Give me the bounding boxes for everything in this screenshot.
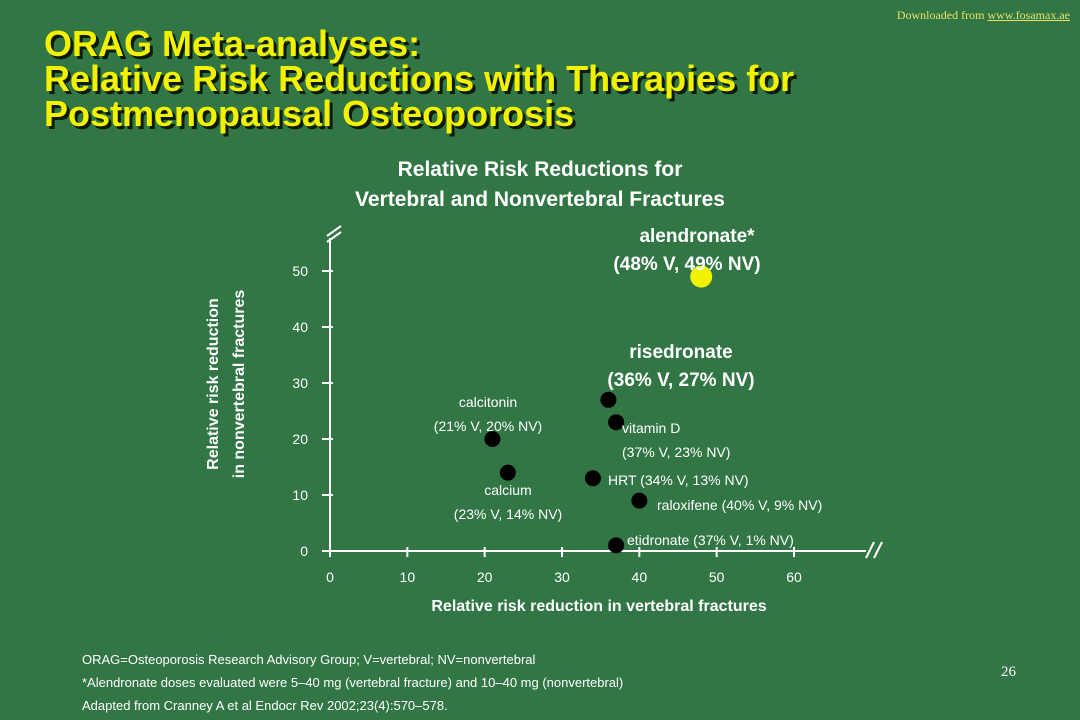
x-axis-break-mark	[865, 541, 875, 559]
x-tick-label: 50	[709, 569, 725, 585]
chart-title-line-2: Vertebral and Nonvertebral Fractures	[355, 188, 725, 211]
slide-title-line-2: Relative Risk Reductions with Therapies …	[44, 58, 795, 99]
x-tick-label: 60	[786, 569, 802, 585]
y-tick-label: 10	[292, 487, 308, 503]
page-number: 26	[1001, 664, 1016, 680]
point-hrt	[584, 470, 601, 487]
y-tick-label: 20	[292, 431, 308, 447]
point-alendronate	[690, 265, 713, 288]
footnote-doses: *Alendronate doses evaluated were 5–40 m…	[82, 675, 624, 690]
point-label-calcium: (23% V, 14% NV)	[454, 506, 562, 522]
y-tick-label: 30	[292, 375, 308, 391]
x-tick-label: 30	[554, 569, 570, 585]
y-tick-label: 40	[292, 319, 308, 335]
point-vitamin-d	[608, 414, 625, 431]
chart-point-labels: alendronate* (48% V, 49% NV) risedronate (3…	[434, 226, 822, 548]
x-tick-label: 0	[326, 569, 334, 585]
x-tick-label: 10	[400, 569, 416, 585]
chart-points	[484, 265, 713, 554]
y-tick-label: 0	[300, 543, 308, 559]
x-tick-label: 40	[632, 569, 648, 585]
point-calcitonin	[484, 431, 501, 447]
y-axis-break-mark	[326, 231, 342, 243]
y-tick-label: 50	[292, 263, 308, 279]
slide-title: ORAG Meta-analyses: Relative Risk Reduct…	[44, 23, 795, 134]
footnotes: ORAG=Osteoporosis Research Advisory Grou…	[82, 648, 623, 717]
point-label-vitamin-d: (37% V, 23% NV)	[622, 444, 730, 460]
point-label-raloxifene: raloxifene (40% V, 9% NV)	[657, 497, 822, 513]
chart-ticks: 0 10 20 30 40 50 0 10 20 30 40 50 60	[292, 263, 802, 585]
point-etidronate	[608, 537, 625, 554]
point-label-calcitonin: (21% V, 20% NV)	[434, 418, 542, 434]
download-notice: Downloaded from www.fosamax.ae	[897, 8, 1070, 23]
point-label-alendronate: (48% V, 49% NV)	[613, 254, 760, 275]
chart-axes	[326, 225, 883, 559]
point-raloxifene	[631, 492, 648, 509]
slide-title-line-3: Postmenopausal Osteoporosis	[44, 93, 575, 134]
point-risedronate	[600, 391, 617, 408]
y-axis-title-line-2: in nonvertebral fractures	[231, 290, 248, 479]
point-calcium	[499, 464, 516, 481]
point-label-risedronate: (36% V, 27% NV)	[607, 370, 754, 391]
footnote-source: Adapted from Cranney A et al Endocr Rev …	[82, 698, 448, 713]
point-label-etidronate: etidronate (37% V, 1% NV)	[627, 532, 794, 548]
y-axis-break-mark	[326, 225, 342, 237]
chart-title-line-1: Relative Risk Reductions for	[397, 158, 683, 181]
x-tick-label: 20	[477, 569, 493, 585]
download-prefix: Downloaded from	[896, 8, 988, 22]
x-axis-break-mark	[873, 541, 883, 559]
footnote-abbreviations: ORAG=Osteoporosis Research Advisory Grou…	[82, 652, 536, 667]
point-label-hrt: HRT (34% V, 13% NV)	[608, 472, 749, 488]
point-label-risedronate: risedronate	[629, 342, 732, 363]
point-label-alendronate: alendronate*	[639, 226, 755, 247]
point-label-calcium: calcium	[484, 482, 531, 498]
source-link[interactable]: www.fosamax.ae	[987, 8, 1070, 22]
point-label-vitamin-d: vitamin D	[622, 420, 680, 436]
x-axis-title: Relative risk reduction in vertebral fra…	[431, 598, 766, 615]
point-label-calcitonin: calcitonin	[459, 394, 517, 410]
slide-title-line-1: ORAG Meta-analyses:	[44, 23, 421, 64]
y-axis-title-line-1: Relative risk reduction	[205, 298, 222, 470]
chart-title: Relative Risk Reductions for Vertebral a…	[300, 155, 780, 215]
